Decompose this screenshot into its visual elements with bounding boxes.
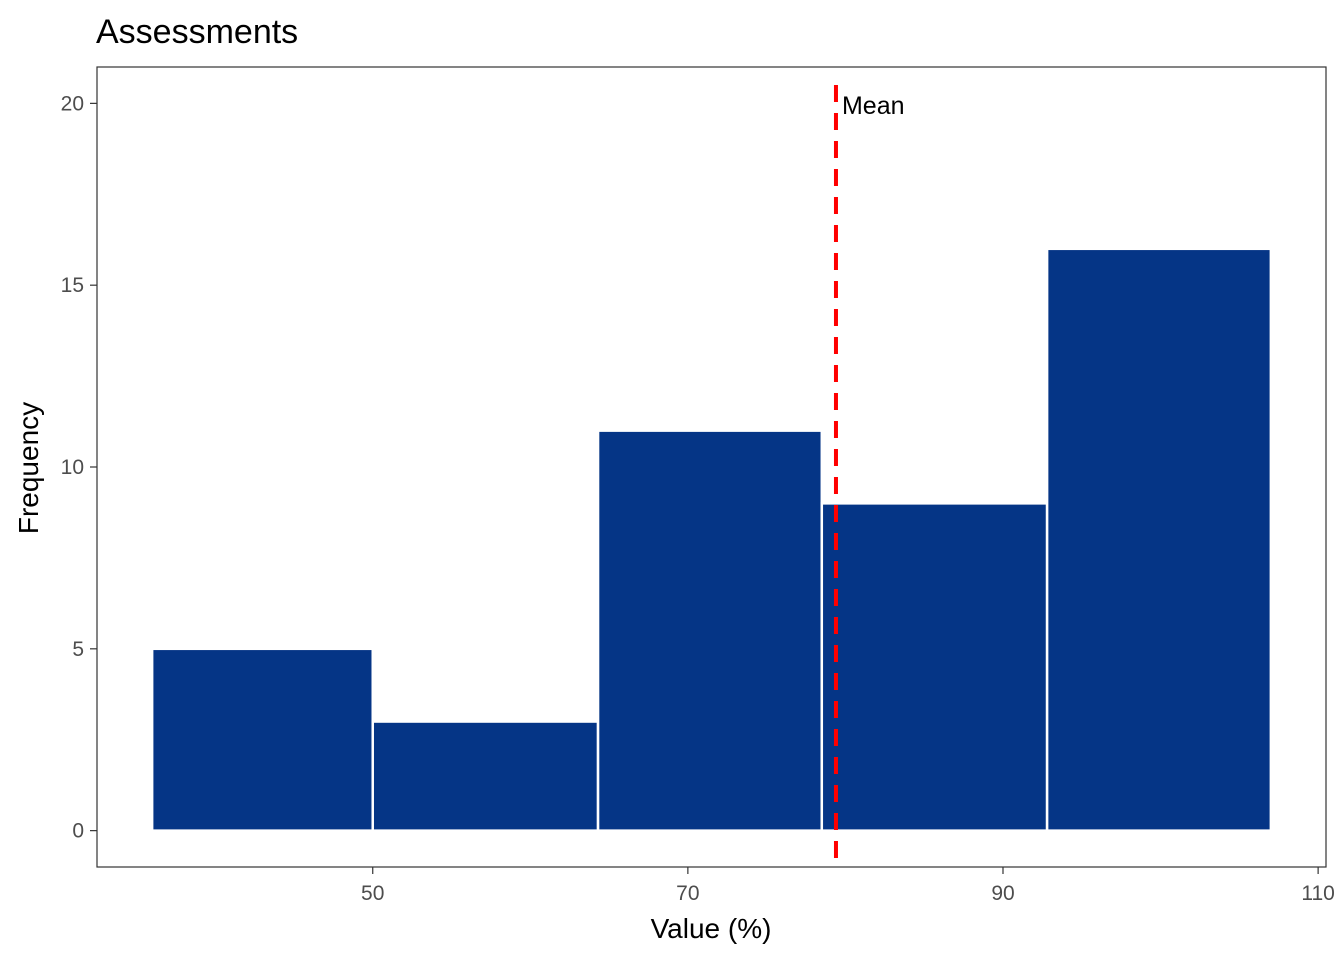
histogram-bar <box>150 647 374 832</box>
y-axis: 0 5 10 15 20 <box>61 92 97 843</box>
histogram-bar <box>596 429 824 832</box>
y-axis-title: Frequency <box>13 402 44 534</box>
y-tick-label: 10 <box>61 456 84 479</box>
x-tick-label: 110 <box>1301 882 1334 905</box>
y-tick-label: 5 <box>72 638 84 661</box>
chart-title: Assessments <box>96 13 298 51</box>
x-tick-label: 90 <box>991 882 1014 905</box>
x-tick-label: 50 <box>361 882 384 905</box>
histogram-bar <box>820 502 1049 832</box>
y-tick-label: 20 <box>61 92 84 115</box>
y-tick-label: 15 <box>61 274 84 297</box>
histogram-bars <box>150 247 1273 832</box>
mean-label: Mean <box>842 92 905 120</box>
x-axis: 50 70 90 110 <box>361 867 1335 905</box>
histogram-bar <box>371 720 600 832</box>
histogram-bar <box>1045 247 1273 832</box>
mean-line-group: Mean <box>833 85 905 867</box>
y-tick-label: 0 <box>72 820 84 843</box>
x-tick-label: 70 <box>676 882 699 905</box>
x-axis-title: Value (%) <box>651 913 772 944</box>
